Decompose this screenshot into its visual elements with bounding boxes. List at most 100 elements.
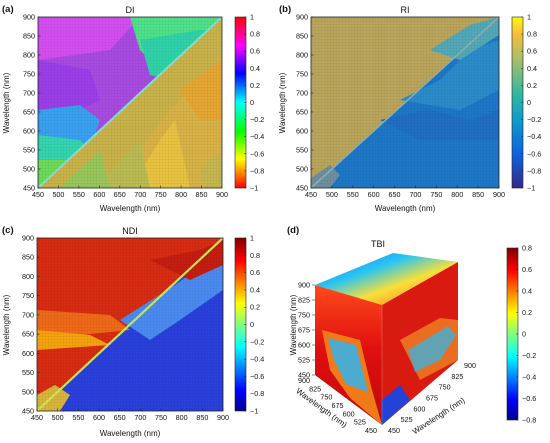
panel-d-colorbar-ticks: 0.8 0.6 0.4 0.2 0 −0.2 −0.4 −0.6 −0.8 [516, 244, 536, 425]
panel-c-xlabel: Wavelength (nm) [100, 429, 161, 438]
panel-b-colorbar-ticks: 1 0.8 0.6 0.4 0.2 0 −0.2 −0.4 −0.6 −0.8 −1 [521, 13, 541, 193]
panel-c-cb-tick-label: 1 [250, 234, 254, 243]
panel-a-x-ticks: 450 500 550 600 650 700 750 800 850 900 [32, 185, 228, 199]
panel-c-xtick-label: 800 [176, 413, 188, 422]
panel-a-xtick-label: 850 [196, 190, 208, 199]
panel-d-vtick-label: 450 [298, 371, 310, 380]
panel-a-colorbar-ticks: 1 0.8 0.6 0.4 0.2 0 −0.2 −0.4 −0.6 −0.8 −1 [244, 13, 264, 193]
panel-d-cb-tick-label: 0.2 [522, 308, 532, 317]
panel-a-ytick-label: 550 [23, 146, 35, 155]
panel-d-rtick-label: 525 [401, 415, 413, 424]
panel-b-ytick-label: 450 [296, 184, 308, 193]
panel-b-ytick-label: 600 [296, 127, 308, 136]
panel-a-cb-tick-label: 0 [250, 98, 254, 107]
panel-c-ytick-label: 600 [22, 349, 34, 358]
panel-a-cb-tick-label: −0.6 [250, 149, 264, 158]
panel-d-vtick-label: 675 [298, 326, 310, 335]
panel-b-ytick-label: 900 [296, 13, 308, 22]
panel-b-xlabel: Wavelength (nm) [375, 204, 436, 213]
panel-b-cb-tick-label: 0.8 [527, 30, 537, 39]
panel-d-vtick-label: 900 [298, 281, 310, 290]
panel-c-ylabel: Wavelength (nm) [2, 294, 11, 355]
panel-d-ltick-label: 825 [309, 384, 321, 393]
panel-b-cb-tick-label: 0 [527, 98, 531, 107]
panel-d-rtick-label: 900 [464, 361, 476, 370]
panel-b-title: RI [401, 5, 410, 15]
panel-b-xtick-label: 650 [389, 190, 401, 199]
panel-d-cb-tick-label: −0.2 [522, 351, 536, 360]
panel-c-ytick-label: 750 [22, 291, 34, 300]
panel-d-vtick-label: 525 [298, 356, 310, 365]
panel-c-xtick-label: 600 [93, 413, 105, 422]
panel-d-vertical-ticks: 450 525 600 675 750 825 900 [298, 281, 315, 380]
panel-b-cb-tick-label: 0.4 [527, 64, 537, 73]
panel-a-xtick-label: 750 [155, 190, 167, 199]
panel-a-xtick-label: 550 [73, 190, 85, 199]
panel-c-ytick-label: 850 [22, 253, 34, 262]
panel-c-cb-tick-label: 0 [250, 320, 254, 329]
panel-c-cb-tick-label: 0.4 [250, 285, 260, 294]
panel-a-cb-tick-label: 0.2 [250, 81, 260, 90]
panel-d-cb-tick-label: −0.8 [522, 416, 536, 425]
panel-a-ylabel: Wavelength (nm) [2, 72, 11, 133]
panel-b-cb-tick-label: −0.8 [527, 166, 541, 175]
panel-a-ytick-label: 750 [23, 70, 35, 79]
panel-c-cb-tick-label: −0.2 [250, 337, 264, 346]
panel-b-ytick-label: 550 [296, 146, 308, 155]
panel-b-y-ticks: 450 500 550 600 650 700 750 800 850 900 [296, 13, 314, 193]
panel-b-cb-tick-label: 0.2 [527, 81, 537, 90]
panel-a-di: (a) DI 450 500 550 600 650 700 750 800 850 900 45… [2, 4, 264, 213]
panel-d-cb-tick-label: 0.8 [522, 244, 532, 253]
panel-a-xtick-label: 450 [32, 190, 44, 199]
panel-c-cb-tick-label: 0.8 [250, 251, 260, 260]
panel-d-ltick-label: 450 [365, 426, 377, 435]
panel-b-ytick-label: 750 [296, 70, 308, 79]
panel-b-xtick-label: 550 [347, 190, 359, 199]
panel-d-rtick-label: 450 [388, 426, 400, 435]
panel-b-xtick-label: 800 [451, 190, 463, 199]
panel-b-xtick-label: 600 [368, 190, 380, 199]
panel-a-cb-tick-label: −0.2 [250, 115, 264, 124]
panel-a-cb-tick-label: −0.4 [250, 132, 264, 141]
panel-a-cb-tick-label: 0.6 [250, 47, 260, 56]
panel-c-ytick-label: 800 [22, 272, 34, 281]
panel-a-cb-tick-label: 0.4 [250, 64, 260, 73]
panel-c-xtick-label: 700 [134, 413, 146, 422]
panel-d-cb-tick-label: −0.4 [522, 373, 536, 382]
panel-d-ltick-label: 525 [354, 418, 366, 427]
panel-b-cb-tick-label: −0.4 [527, 132, 541, 141]
panel-d-rtick-label: 825 [451, 372, 463, 381]
panel-c-xtick-label: 900 [217, 413, 229, 422]
panel-c-ytick-label: 650 [22, 330, 34, 339]
panel-d-letter: (d) [287, 225, 299, 236]
panel-d-ltick-label: 675 [332, 401, 344, 410]
panel-b-cb-tick-label: −0.2 [527, 115, 541, 124]
panel-d-cb-tick-label: 0.6 [522, 265, 532, 274]
panel-c-cb-tick-label: 0.2 [250, 303, 260, 312]
panel-a-cb-tick-label: 1 [250, 13, 254, 22]
panel-c-ytick-label: 450 [22, 407, 34, 416]
panel-a-cb-tick-label: −1 [250, 184, 258, 193]
panel-b-ytick-label: 800 [296, 51, 308, 60]
panel-d-cb-tick-label: 0 [522, 330, 526, 339]
panel-b-ytick-label: 650 [296, 108, 308, 117]
panel-b-cb-tick-label: −1 [527, 184, 535, 193]
panel-a-ytick-label: 800 [23, 51, 35, 60]
panel-d-rtick-label: 600 [413, 404, 425, 413]
panel-b-ytick-label: 700 [296, 89, 308, 98]
panel-c-xtick-label: 500 [52, 413, 64, 422]
panel-c-letter: (c) [2, 225, 14, 236]
panel-a-xtick-label: 700 [134, 190, 146, 199]
panel-d-cube [315, 253, 458, 425]
panel-d-vtick-label: 600 [298, 341, 310, 350]
panel-d-vtick-label: 825 [298, 296, 310, 305]
panel-c-y-ticks: 450 500 550 600 650 700 750 800 850 900 [22, 234, 40, 416]
panel-b-xtick-label: 750 [430, 190, 442, 199]
panel-d-ltick-label: 750 [320, 393, 332, 402]
panel-d-title: TBI [371, 239, 385, 249]
panel-c-xtick-label: 650 [114, 413, 126, 422]
panel-c-cb-tick-label: 0.6 [250, 268, 260, 277]
panel-d-right-depth-label: Wavelength (nm) [411, 395, 467, 436]
